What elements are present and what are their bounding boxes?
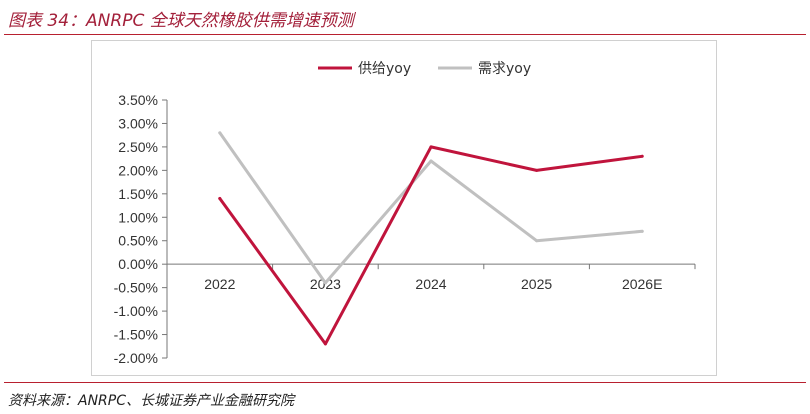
data-point: [218, 131, 222, 135]
data-point: [640, 229, 644, 233]
y-tick-label: 3.00%: [118, 115, 158, 131]
y-tick-label: 2.00%: [118, 162, 158, 178]
figure-source: 资料来源：ANRPC、长城证券产业金融研究院: [8, 393, 294, 409]
data-point: [640, 154, 644, 158]
top-rule: [4, 34, 806, 35]
y-tick-label: -1.00%: [114, 303, 158, 319]
y-tick-label: -0.50%: [114, 280, 158, 296]
x-tick-label: 2024: [415, 276, 446, 292]
x-axis: 20222023202420252026E: [166, 263, 696, 292]
y-axis: 3.50% 3.00% 2.50% 2.00% 1.50% 1.00% 0.50% 0.00%…: [114, 92, 168, 366]
x-tick-label: 2022: [204, 276, 235, 292]
data-point: [429, 145, 433, 149]
data-point: [429, 159, 433, 163]
data-point: [218, 197, 222, 201]
y-tick-label: -1.50%: [114, 327, 158, 343]
legend: 供给yoy 需求yoy: [318, 61, 531, 77]
x-tick-label: 2026E: [622, 276, 662, 292]
y-tick-label: 1.50%: [118, 186, 158, 202]
legend-label: 需求yoy: [478, 61, 531, 77]
series-line-demand: [218, 131, 644, 285]
y-tick-label: 0.00%: [118, 256, 158, 272]
bottom-rule: [4, 382, 806, 383]
data-point: [323, 281, 327, 285]
data-point: [535, 239, 539, 243]
y-tick-label: 0.50%: [118, 233, 158, 249]
data-point: [535, 168, 539, 172]
data-point: [323, 342, 327, 346]
y-tick-label: 3.50%: [118, 92, 158, 108]
figure-title: 图表 34：ANRPC 全球天然橡胶供需增速预测: [8, 11, 354, 31]
y-tick-label: -2.00%: [114, 350, 158, 366]
legend-label: 供给yoy: [358, 61, 411, 77]
series-line-supply: [218, 145, 644, 346]
x-tick-label: 2025: [521, 276, 552, 292]
series-group: [218, 131, 644, 346]
y-tick-label: 2.50%: [118, 139, 158, 155]
chart-frame: [91, 40, 717, 376]
y-tick-label: 1.00%: [118, 209, 158, 225]
